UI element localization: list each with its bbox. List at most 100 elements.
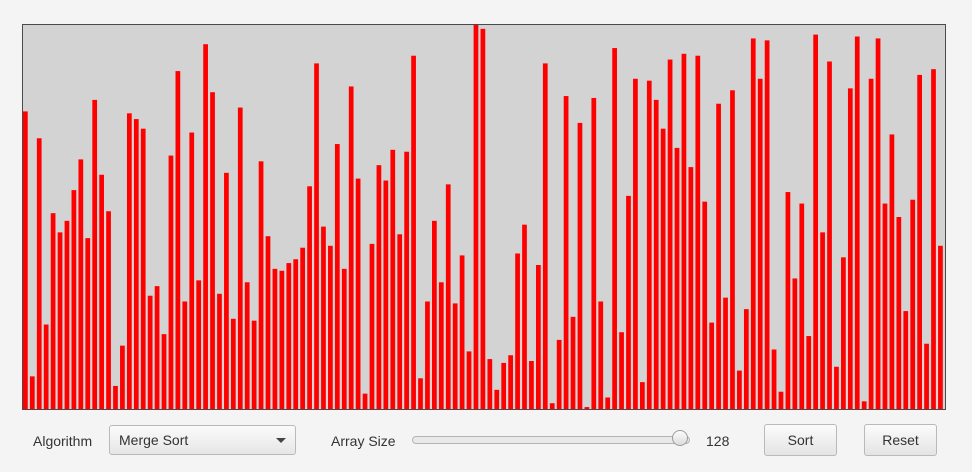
array-bar (591, 97, 597, 409)
array-bar (529, 361, 534, 409)
array-bar (99, 174, 104, 409)
array-bar (23, 111, 28, 409)
array-bar (50, 213, 56, 409)
array-bar (854, 36, 860, 409)
array-bar (563, 96, 569, 409)
array-bar (820, 232, 825, 409)
array-bar (931, 69, 936, 409)
array-bar (924, 343, 929, 409)
array-bar (584, 407, 590, 409)
array-bar (425, 301, 430, 409)
array-bar (43, 324, 49, 409)
array-bar (203, 44, 208, 409)
array-bar (196, 280, 202, 409)
array-size-slider[interactable] (412, 430, 696, 450)
array-bar (432, 220, 437, 409)
array-bar (334, 144, 340, 409)
array-bar (168, 155, 174, 409)
array-bar (556, 339, 562, 409)
array-bar (154, 286, 160, 409)
array-bar (64, 220, 70, 409)
array-bar (314, 63, 319, 409)
slider-track[interactable] (412, 436, 690, 444)
slider-thumb[interactable] (672, 430, 688, 446)
array-bar (57, 232, 63, 409)
array-bar (605, 397, 611, 409)
reset-button[interactable]: Reset (864, 424, 937, 456)
array-bar (383, 180, 389, 409)
array-bar (189, 132, 195, 409)
array-bar (910, 199, 916, 409)
array-bar (723, 297, 728, 409)
array-bar (459, 255, 465, 409)
array-bar (792, 278, 798, 409)
array-bar (133, 119, 139, 409)
array-bar (341, 268, 347, 409)
array-bar (237, 107, 243, 409)
array-bar (757, 78, 763, 409)
array-bar (272, 268, 278, 409)
chevron-down-icon[interactable] (276, 438, 286, 443)
algorithm-dropdown[interactable]: Merge Sort (109, 425, 296, 455)
array-bar (813, 34, 819, 409)
array-bar (653, 99, 659, 409)
array-bar (681, 53, 687, 409)
array-bar (480, 28, 486, 409)
array-bar (445, 184, 451, 409)
array-bar (646, 80, 652, 409)
array-bar (161, 334, 167, 409)
array-bar (841, 257, 846, 409)
array-bar (36, 138, 42, 409)
array-bar (78, 159, 84, 409)
array-bar (660, 128, 666, 409)
array-bar (390, 149, 396, 409)
array-bar (293, 259, 299, 409)
array-bar (508, 355, 513, 409)
array-bar (175, 71, 181, 409)
array-bar (702, 201, 708, 409)
array-bar (251, 320, 257, 409)
array-bar (120, 345, 125, 409)
array-bar (411, 55, 416, 409)
array-bar (709, 322, 715, 409)
array-bar (917, 74, 922, 409)
array-bar (834, 366, 839, 409)
array-bar (369, 243, 375, 409)
array-bar (265, 236, 271, 409)
array-bar (861, 401, 867, 409)
array-bar (348, 86, 354, 409)
array-bar (147, 295, 153, 409)
array-bar (688, 167, 694, 409)
array-bar (847, 88, 853, 409)
array-size-value: 128 (706, 433, 730, 449)
array-bar (868, 78, 874, 409)
array-bar (113, 385, 118, 409)
array-bar (743, 309, 749, 409)
array-bar (501, 362, 507, 409)
array-size-label: Array Size (331, 433, 396, 449)
array-bar (328, 245, 333, 409)
array-bar (397, 234, 403, 409)
array-bar (737, 370, 742, 409)
array-bar (938, 245, 943, 409)
sort-button[interactable]: Sort (764, 424, 837, 456)
array-bar (230, 318, 236, 409)
array-bar (764, 40, 770, 409)
array-bar (404, 151, 410, 409)
array-bar (882, 203, 888, 409)
array-bar (778, 391, 784, 409)
array-bar (126, 113, 132, 409)
array-bar (279, 270, 285, 409)
array-bar (244, 282, 250, 409)
array-bar (182, 301, 188, 409)
array-bar (71, 190, 77, 409)
array-bar (29, 376, 35, 409)
array-bar (522, 224, 527, 409)
array-bar (473, 25, 479, 409)
array-bar (210, 92, 215, 409)
array-bar (771, 349, 777, 409)
array-bar (667, 59, 673, 409)
array-bar (570, 316, 576, 409)
array-bar (626, 195, 631, 409)
array-bar (487, 359, 493, 409)
